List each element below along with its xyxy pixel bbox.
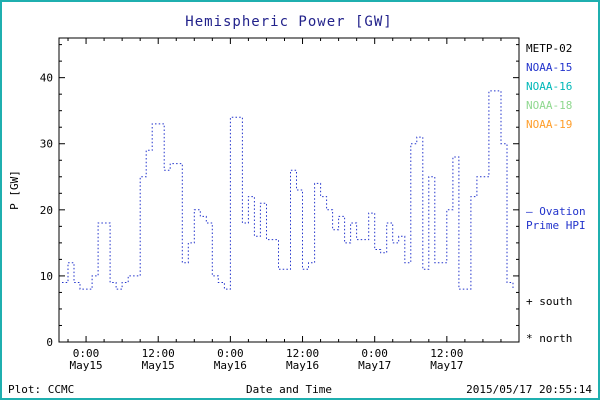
- svg-text:12:00: 12:00: [430, 347, 463, 360]
- ovation-label-line1: — Ovation: [526, 205, 586, 218]
- plot-credit: Plot: CCMC: [8, 383, 75, 396]
- svg-text:30: 30: [40, 138, 53, 151]
- svg-text:Hemispheric Power [GW]: Hemispheric Power [GW]: [185, 14, 392, 30]
- svg-text:12:00: 12:00: [286, 347, 319, 360]
- svg-text:0:00: 0:00: [217, 347, 244, 360]
- timestamp: 2015/05/17 20:55:14: [466, 383, 592, 396]
- svg-text:May16: May16: [286, 359, 319, 372]
- legend-item-metp02: METP-02: [526, 42, 573, 55]
- svg-text:May16: May16: [214, 359, 247, 372]
- svg-text:10: 10: [40, 270, 53, 283]
- svg-text:May15: May15: [69, 359, 102, 372]
- svg-text:12:00: 12:00: [142, 347, 175, 360]
- legend-item-noaa19: NOAA-19: [526, 118, 573, 131]
- svg-text:P [GW]: P [GW]: [8, 170, 21, 210]
- legend-item-noaa15: NOAA-15: [526, 61, 573, 74]
- svg-text:40: 40: [40, 72, 53, 85]
- legend-ovation-prime-hpi: — Ovation Prime HPI: [526, 205, 586, 233]
- svg-text:May17: May17: [430, 359, 463, 372]
- svg-text:May17: May17: [358, 359, 391, 372]
- svg-text:0:00: 0:00: [361, 347, 388, 360]
- svg-text:0:00: 0:00: [73, 347, 100, 360]
- svg-text:May15: May15: [142, 359, 175, 372]
- legend-south-marker: + south: [526, 295, 573, 308]
- legend-item-noaa18: NOAA-18: [526, 99, 573, 112]
- legend-item-noaa16: NOAA-16: [526, 80, 573, 93]
- x-axis-label: Date and Time: [245, 383, 333, 396]
- svg-text:20: 20: [40, 204, 53, 217]
- svg-text:0: 0: [46, 336, 53, 349]
- ovation-label-line2: Prime HPI: [526, 219, 586, 232]
- legend-north-marker: * north: [526, 332, 573, 345]
